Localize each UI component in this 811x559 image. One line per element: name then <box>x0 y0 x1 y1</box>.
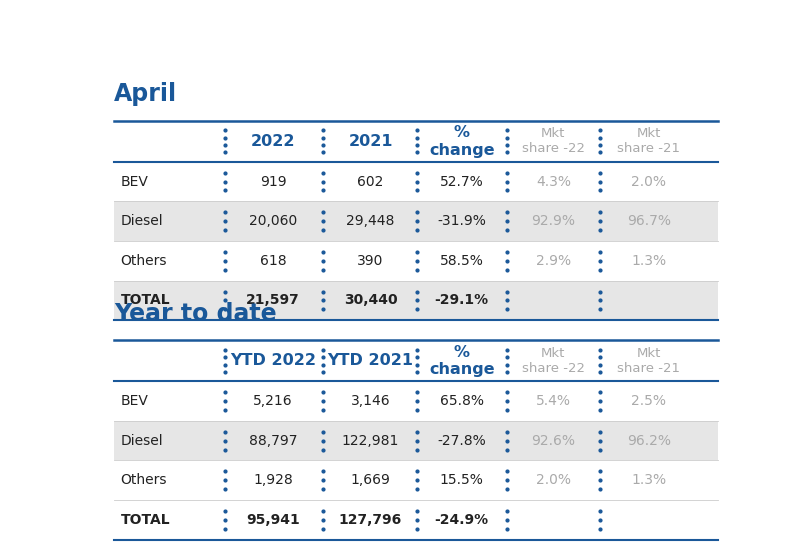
Text: 602: 602 <box>357 174 384 188</box>
Text: YTD 2022: YTD 2022 <box>230 353 315 368</box>
Text: 127,796: 127,796 <box>338 513 401 527</box>
Text: 30,440: 30,440 <box>343 293 397 307</box>
Text: BEV: BEV <box>120 394 148 408</box>
Text: 390: 390 <box>357 254 384 268</box>
Bar <box>114 500 718 539</box>
Text: Diesel: Diesel <box>120 434 163 448</box>
Text: TOTAL: TOTAL <box>120 293 169 307</box>
Text: 58.5%: 58.5% <box>440 254 483 268</box>
Bar <box>114 421 718 461</box>
Text: 52.7%: 52.7% <box>440 174 483 188</box>
Text: 20,060: 20,060 <box>248 214 297 228</box>
Text: BEV: BEV <box>120 174 148 188</box>
Text: 1,928: 1,928 <box>253 473 293 487</box>
Text: 2.0%: 2.0% <box>535 473 570 487</box>
Text: Year to date: Year to date <box>114 302 277 326</box>
Text: Mkt
share -21: Mkt share -21 <box>616 347 680 375</box>
Text: Diesel: Diesel <box>120 214 163 228</box>
Text: 5.4%: 5.4% <box>535 394 570 408</box>
Text: 1.3%: 1.3% <box>631 254 666 268</box>
Text: 3,146: 3,146 <box>350 394 390 408</box>
Text: 21,597: 21,597 <box>246 293 299 307</box>
Text: 88,797: 88,797 <box>248 434 297 448</box>
Text: Mkt
share -22: Mkt share -22 <box>521 347 584 375</box>
Text: 2.5%: 2.5% <box>631 394 666 408</box>
Text: 96.2%: 96.2% <box>626 434 670 448</box>
Text: Mkt
share -22: Mkt share -22 <box>521 127 584 155</box>
Text: -29.1%: -29.1% <box>434 293 488 307</box>
Text: %
change: % change <box>428 345 494 377</box>
Text: 122,981: 122,981 <box>341 434 399 448</box>
Text: 5,216: 5,216 <box>253 394 293 408</box>
Text: 95,941: 95,941 <box>246 513 299 527</box>
Text: -27.8%: -27.8% <box>437 434 486 448</box>
Bar <box>114 281 718 320</box>
Text: 65.8%: 65.8% <box>440 394 483 408</box>
Text: 618: 618 <box>260 254 286 268</box>
Text: TOTAL: TOTAL <box>120 513 169 527</box>
Text: April: April <box>114 82 177 106</box>
Text: 2.0%: 2.0% <box>631 174 666 188</box>
Text: 92.9%: 92.9% <box>530 214 575 228</box>
Text: -24.9%: -24.9% <box>434 513 488 527</box>
Text: 1,669: 1,669 <box>350 473 390 487</box>
Bar <box>114 201 718 241</box>
Text: 919: 919 <box>260 174 286 188</box>
Text: %
change: % change <box>428 125 494 158</box>
Text: 2022: 2022 <box>251 134 295 149</box>
Text: 1.3%: 1.3% <box>631 473 666 487</box>
Text: 2021: 2021 <box>348 134 393 149</box>
Text: -31.9%: -31.9% <box>437 214 486 228</box>
Text: 92.6%: 92.6% <box>530 434 575 448</box>
Text: Mkt
share -21: Mkt share -21 <box>616 127 680 155</box>
Text: 2.9%: 2.9% <box>535 254 570 268</box>
Text: YTD 2021: YTD 2021 <box>327 353 413 368</box>
Text: 96.7%: 96.7% <box>626 214 670 228</box>
Text: 29,448: 29,448 <box>346 214 394 228</box>
Text: Others: Others <box>120 473 167 487</box>
Text: Others: Others <box>120 254 167 268</box>
Text: 4.3%: 4.3% <box>535 174 570 188</box>
Text: 15.5%: 15.5% <box>440 473 483 487</box>
